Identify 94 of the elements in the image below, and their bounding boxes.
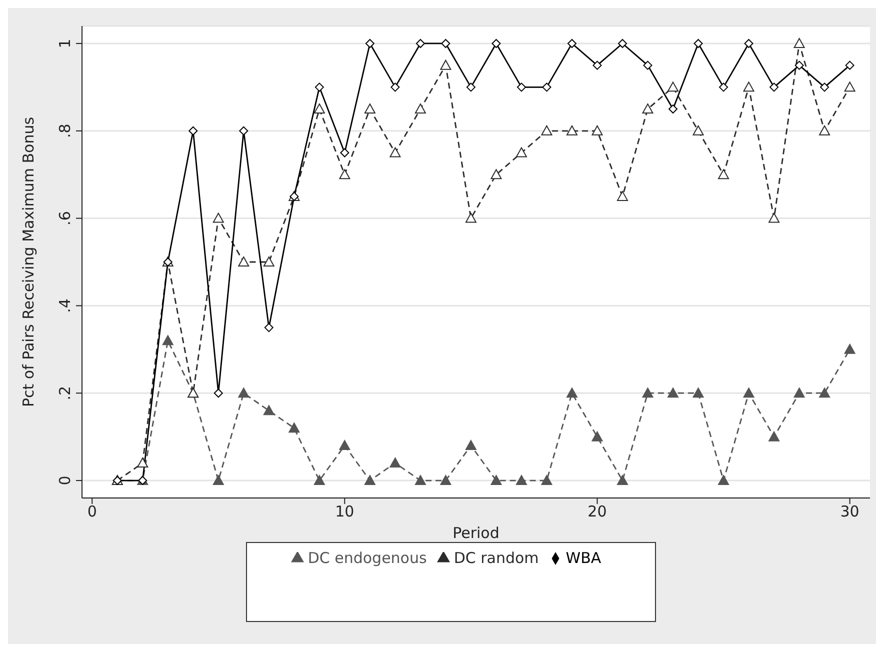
point — [364, 475, 376, 486]
y-tick-label: 1 — [56, 38, 74, 48]
point — [516, 147, 527, 158]
point — [339, 440, 350, 450]
point — [516, 475, 527, 486]
point — [718, 169, 730, 180]
point — [137, 458, 148, 468]
x-axis-title: Period — [452, 524, 500, 542]
point — [844, 344, 856, 354]
legend-label: DC endogenous — [308, 549, 427, 567]
point — [365, 38, 374, 48]
point — [770, 82, 779, 92]
point — [692, 125, 704, 136]
point — [794, 388, 805, 398]
point — [390, 82, 400, 92]
point — [390, 147, 401, 158]
point — [542, 82, 552, 92]
point — [541, 475, 552, 486]
point — [743, 82, 754, 92]
point — [188, 126, 198, 136]
point — [465, 212, 476, 223]
point — [668, 82, 678, 92]
y-tick-label: .4 — [56, 298, 74, 313]
legend-label: WBA — [566, 549, 602, 567]
point — [744, 38, 754, 48]
point — [492, 38, 501, 48]
point — [668, 388, 678, 398]
point — [643, 60, 652, 70]
y-tick-label: .8 — [56, 124, 74, 138]
point — [212, 212, 224, 223]
point — [592, 60, 602, 70]
point — [364, 104, 376, 114]
point — [212, 475, 224, 486]
point — [314, 82, 324, 92]
point — [845, 60, 854, 70]
point — [592, 431, 603, 442]
point — [239, 126, 248, 136]
point — [440, 60, 452, 70]
point — [567, 38, 576, 48]
point — [820, 82, 830, 92]
point — [618, 38, 627, 48]
point — [819, 388, 830, 398]
x-tick-label: 30 — [840, 502, 860, 521]
point — [490, 475, 502, 486]
point — [541, 125, 552, 136]
point — [264, 323, 274, 332]
point — [642, 104, 654, 114]
point — [214, 388, 223, 398]
point — [416, 38, 425, 48]
x-tick-label: 0 — [87, 502, 97, 521]
y-tick-label: .2 — [56, 386, 74, 400]
point — [340, 148, 350, 158]
x-tick-label: 10 — [335, 502, 354, 521]
point — [743, 388, 754, 398]
point — [768, 212, 780, 223]
point — [440, 475, 452, 486]
point — [768, 431, 780, 442]
point — [794, 60, 804, 70]
point — [844, 82, 856, 92]
point — [314, 104, 325, 114]
y-axis-title: Pct of Pairs Receiving Maximum Bonus — [19, 116, 38, 408]
point — [238, 256, 250, 266]
point — [441, 38, 450, 48]
point — [414, 475, 426, 486]
point — [263, 405, 274, 416]
point — [414, 104, 426, 114]
point — [490, 169, 502, 180]
point — [694, 38, 703, 48]
point — [616, 475, 628, 486]
point — [390, 458, 401, 468]
point — [616, 190, 628, 201]
y-tick-label: .6 — [56, 211, 74, 226]
point — [592, 125, 603, 136]
point — [566, 125, 578, 136]
point — [162, 335, 174, 346]
point — [516, 82, 526, 92]
point — [719, 82, 728, 92]
point — [668, 104, 678, 114]
x-tick-label: 20 — [588, 502, 607, 521]
point — [566, 388, 578, 398]
point — [466, 82, 476, 92]
point — [794, 38, 805, 48]
y-tick-label: 0 — [56, 476, 74, 486]
point — [314, 475, 325, 486]
point — [718, 475, 730, 486]
point — [642, 388, 654, 398]
legend-label: DC random — [454, 549, 539, 567]
point — [238, 388, 250, 398]
point — [465, 440, 476, 450]
point — [819, 125, 830, 136]
point — [263, 256, 274, 266]
point — [339, 169, 350, 180]
point — [692, 388, 704, 398]
point — [288, 422, 300, 433]
